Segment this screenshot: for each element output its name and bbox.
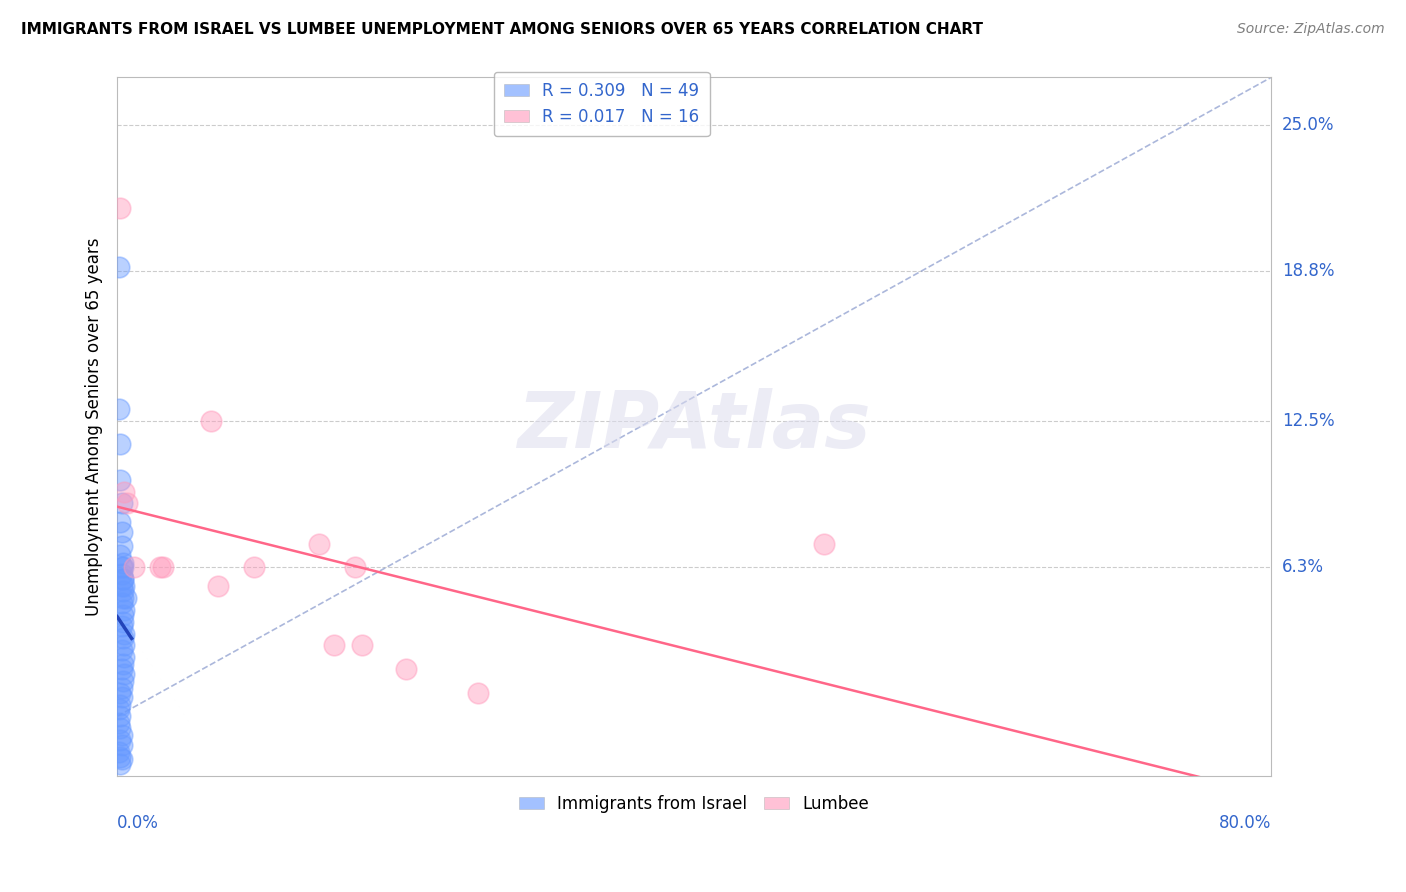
Point [110,579,132,593]
Point [110,728,132,742]
Text: 0.0%: 0.0% [117,814,159,832]
Point [108,756,131,771]
Point [108,733,131,747]
Text: 25.0%: 25.0% [1282,116,1334,134]
Point [111,572,134,586]
Point [111,657,134,672]
Point [111,583,134,598]
Text: IMMIGRANTS FROM ISRAEL VS LUMBEE UNEMPLOYMENT AMONG SENIORS OVER 65 YEARS CORREL: IMMIGRANTS FROM ISRAEL VS LUMBEE UNEMPLO… [21,22,983,37]
Point [110,690,132,705]
Point [107,716,129,731]
Point [308,536,330,550]
Point [110,596,132,610]
Point [107,702,129,716]
Point [352,639,374,653]
Point [200,413,222,427]
Point [813,536,835,550]
Point [110,619,132,633]
Point [112,666,135,681]
Text: 12.5%: 12.5% [1282,411,1334,430]
Point [107,401,129,416]
Legend: Immigrants from Israel, Lumbee: Immigrants from Israel, Lumbee [512,789,876,820]
Point [108,437,131,451]
Point [108,698,131,712]
Point [110,539,132,553]
Point [110,524,132,539]
Point [111,560,134,574]
Point [108,749,131,764]
Point [108,686,131,700]
Text: Source: ZipAtlas.com: Source: ZipAtlas.com [1237,22,1385,37]
Point [108,516,131,530]
Point [110,752,132,766]
Point [110,496,132,510]
Point [110,681,132,695]
Point [107,745,129,759]
Point [467,686,489,700]
Point [112,639,135,653]
Point [124,560,146,574]
Point [344,560,367,574]
Point [111,572,134,586]
Point [107,260,129,274]
Point [108,201,131,215]
Point [395,662,418,676]
Y-axis label: Unemployment Among Seniors over 65 years: Unemployment Among Seniors over 65 years [86,237,103,615]
Point [112,626,135,640]
Point [117,496,139,510]
Point [112,579,135,593]
Point [110,643,132,657]
Point [152,560,174,574]
Point [115,591,138,605]
Point [110,738,132,752]
Point [112,603,135,617]
Point [111,615,134,629]
Text: 18.8%: 18.8% [1282,262,1334,280]
Point [149,560,172,574]
Point [108,473,131,487]
Point [111,607,134,622]
Point [108,721,131,735]
Text: 6.3%: 6.3% [1282,558,1324,576]
Point [110,560,132,574]
Point [108,709,131,723]
Text: 80.0%: 80.0% [1219,814,1271,832]
Point [111,556,134,570]
Point [111,632,134,646]
Point [111,591,134,605]
Point [112,484,135,499]
Point [111,673,134,688]
Point [110,662,132,676]
Point [110,567,132,582]
Text: ZIPAtlas: ZIPAtlas [517,389,870,465]
Point [243,560,266,574]
Point [112,650,135,665]
Point [207,579,229,593]
Point [108,549,131,563]
Point [322,639,344,653]
